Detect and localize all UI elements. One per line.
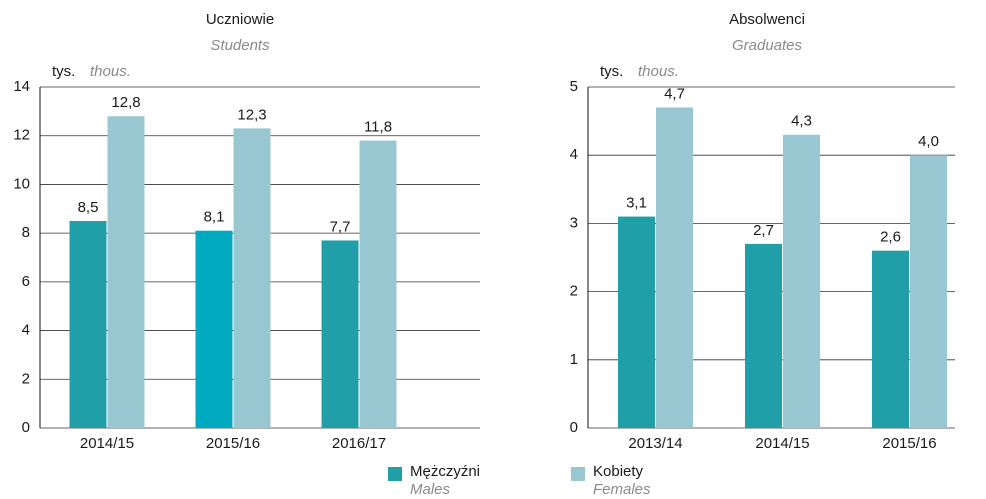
y-tick-label: 12 bbox=[13, 127, 30, 144]
value-label: 7,7 bbox=[330, 218, 351, 235]
bar bbox=[195, 230, 233, 428]
y-tick-label: 4 bbox=[22, 322, 30, 339]
x-tick-label: 2014/15 bbox=[755, 435, 809, 452]
y-tick-label: 14 bbox=[13, 78, 30, 95]
y-tick-label: 10 bbox=[13, 175, 30, 192]
value-label: 2,6 bbox=[880, 229, 901, 246]
value-label: 4,7 bbox=[664, 85, 685, 102]
bar bbox=[359, 140, 397, 429]
bar bbox=[872, 250, 909, 428]
value-label: 12,3 bbox=[237, 106, 266, 123]
unit-label-en: thous. bbox=[638, 63, 679, 80]
x-tick-label: 2013/14 bbox=[628, 435, 682, 452]
bar bbox=[656, 107, 693, 429]
value-label: 12,8 bbox=[111, 94, 140, 111]
value-label: 11,8 bbox=[364, 119, 392, 136]
bar bbox=[783, 134, 820, 429]
chart-subtitle: Graduates bbox=[732, 37, 803, 54]
bar bbox=[321, 240, 359, 428]
bar bbox=[910, 155, 947, 428]
legend-label-en: Females bbox=[593, 481, 651, 498]
x-tick-label: 2015/16 bbox=[206, 435, 260, 452]
value-label: 2,7 bbox=[753, 222, 774, 239]
value-label: 8,5 bbox=[78, 199, 99, 216]
y-tick-label: 8 bbox=[22, 224, 30, 241]
value-label: 8,1 bbox=[204, 209, 225, 226]
legend-swatch bbox=[571, 467, 585, 481]
unit-label-en: thous. bbox=[90, 63, 131, 80]
bar bbox=[233, 128, 271, 428]
x-tick-label: 2016/17 bbox=[332, 435, 386, 452]
unit-label: tys. bbox=[52, 63, 75, 80]
bar bbox=[69, 220, 107, 428]
y-tick-label: 5 bbox=[570, 78, 578, 95]
legend-label-en: Males bbox=[410, 481, 451, 498]
legend-swatch bbox=[388, 467, 402, 481]
y-tick-label: 0 bbox=[570, 419, 578, 436]
value-label: 4,3 bbox=[791, 113, 812, 130]
x-tick-label: 2014/15 bbox=[80, 435, 134, 452]
y-tick-label: 2 bbox=[22, 370, 30, 387]
value-label: 4,0 bbox=[918, 133, 939, 150]
bar bbox=[618, 216, 655, 428]
value-label: 3,1 bbox=[626, 195, 647, 212]
y-tick-label: 0 bbox=[22, 419, 30, 436]
y-tick-label: 1 bbox=[570, 351, 578, 368]
legend-label: Kobiety bbox=[593, 463, 644, 480]
chart-title: Uczniowie bbox=[206, 11, 274, 28]
bar bbox=[107, 116, 145, 428]
y-tick-label: 4 bbox=[570, 146, 578, 163]
y-tick-label: 6 bbox=[22, 273, 30, 290]
y-tick-label: 2 bbox=[570, 283, 578, 300]
legend-label: Mężczyźni bbox=[410, 463, 480, 480]
x-tick-label: 2015/16 bbox=[882, 435, 936, 452]
chart-title: Absolwenci bbox=[729, 11, 805, 28]
chart-subtitle: Students bbox=[210, 37, 270, 54]
y-tick-label: 3 bbox=[570, 214, 578, 231]
unit-label: tys. bbox=[600, 63, 623, 80]
bar bbox=[745, 243, 782, 428]
